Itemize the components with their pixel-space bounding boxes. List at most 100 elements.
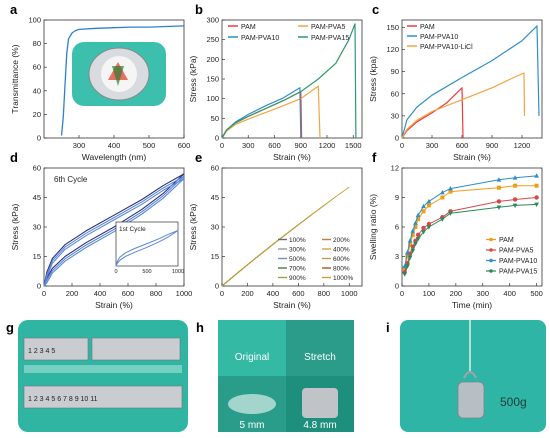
marker-triangle-down — [512, 203, 518, 208]
x-tick-label: 0 — [400, 289, 404, 298]
panel-label-b: b — [195, 2, 203, 17]
cycle-unloading-2 — [43, 178, 185, 287]
marker-circle — [512, 197, 518, 202]
x-tick-label: 600 — [292, 289, 305, 298]
ruler-top-left — [23, 337, 89, 361]
cycle-loading-2 — [43, 178, 185, 287]
legend-label: PAM — [499, 237, 514, 244]
x-tick-label: 600 — [122, 289, 135, 298]
y-tick-label: 30 — [33, 223, 41, 232]
label-500g: 500g — [500, 395, 527, 409]
legend-label: PAM-PVA5 — [499, 248, 533, 255]
y-axis-label: Swelling ratio (%) — [368, 194, 378, 260]
panel-label-c: c — [372, 2, 379, 17]
marker-square — [416, 217, 421, 222]
cycle-curve-7 — [221, 205, 325, 287]
panel-h: h Original Stretch 5 mm 4.8 mm — [196, 320, 354, 432]
marker-triangle-down — [404, 264, 410, 269]
x-axis-label: Strain (%) — [273, 300, 311, 310]
x-tick-label: 500 — [530, 289, 543, 298]
marker-triangle-down — [421, 230, 426, 235]
legend-label: 500% — [289, 256, 306, 263]
x-axis-label: Strain (%) — [95, 300, 133, 310]
legend-label: 100% — [289, 237, 306, 244]
photo-i — [400, 320, 546, 432]
x-tick-label: 400 — [267, 289, 280, 298]
y-tick-label: 30 — [211, 223, 219, 232]
label-original: Original — [235, 352, 269, 363]
x-tick-label: 500 — [143, 141, 156, 150]
y-tick-label: 90 — [391, 67, 399, 76]
x-tick-label: 1500 — [345, 141, 362, 150]
hook-icon — [463, 370, 477, 379]
x-tick-label: 200 — [66, 289, 79, 298]
hydrogel-strip — [24, 365, 182, 373]
marker-triangle-down — [415, 237, 421, 242]
panel-label-g: g — [6, 320, 14, 335]
marker-square — [448, 189, 453, 194]
x-tick-label: 300 — [477, 289, 490, 298]
y-tick-label: 100 — [28, 16, 41, 25]
ruler-top-numbers: 1 2 3 4 5 — [28, 348, 55, 355]
y-tick-label: 60 — [391, 89, 399, 98]
panel-i: i 500g — [386, 320, 546, 432]
panel-label-f: f — [372, 150, 377, 165]
inset-tick-label: 500 — [142, 269, 151, 275]
marker-square — [408, 242, 413, 247]
x-tick-label: 300 — [73, 141, 86, 150]
y-tick-label: 60 — [211, 164, 219, 173]
y-tick-label: 60 — [33, 164, 41, 173]
photo-h-tl — [218, 320, 286, 376]
y-tick-label: 45 — [33, 193, 41, 202]
ruler-top-right — [91, 337, 181, 361]
marker-triangle-down — [407, 255, 413, 261]
y-tick-label: 0 — [37, 282, 41, 291]
y-tick-label: 45 — [211, 193, 219, 202]
x-tick-label: 1200 — [319, 141, 336, 150]
legend-label: PAM-PVA10 — [499, 258, 537, 265]
marker-square — [405, 254, 410, 259]
cycle-curve-9 — [221, 186, 350, 287]
annotation-6th-cycle: 6th Cycle — [54, 175, 88, 184]
legend-label: PAM-PVA15 — [311, 35, 349, 42]
series-line-2 — [221, 87, 302, 139]
y-tick-label: 3 — [395, 252, 399, 261]
marker-triangle-down — [413, 241, 418, 247]
y-tick-label: 200 — [206, 55, 219, 64]
y-tick-label: 150 — [206, 75, 219, 84]
legend-label: 900% — [289, 275, 306, 282]
marker-circle — [496, 199, 502, 204]
legend-label: 400% — [333, 247, 350, 254]
inset-unloading — [115, 230, 179, 267]
panel-e: e 0 200 400 600 800 1000 0 15 30 45 60 Strain (%) St… — [188, 150, 363, 310]
legend-label: PAM-PVA10-LiCl — [420, 44, 473, 51]
inset-title: 1st Cycle — [119, 226, 146, 233]
y-tick-label: 0 — [395, 282, 399, 291]
y-tick-label: 15 — [211, 252, 219, 261]
label-stretch: Stretch — [304, 352, 336, 363]
x-tick-label: 0 — [42, 289, 46, 298]
y-tick-label: 40 — [33, 86, 41, 95]
x-tick-label: 300 — [426, 141, 439, 150]
plot-frame — [401, 19, 543, 139]
series-line-0 — [221, 90, 303, 139]
inset-loading — [115, 230, 179, 267]
photo-h-tr — [286, 320, 354, 376]
transmittance-line — [60, 25, 185, 136]
y-tick-label: 0 — [37, 134, 41, 143]
metal-weight-h — [302, 388, 338, 418]
y-tick-label: 250 — [206, 35, 219, 44]
panel-d: d 0 200 400 600 800 1000 0 15 30 45 60 Strain (%) St… — [10, 150, 192, 310]
y-axis-label: Stress (kPa) — [10, 203, 20, 250]
marker-triangle — [404, 249, 410, 255]
y-tick-label: 0 — [395, 134, 399, 143]
y-tick-label: 300 — [206, 16, 219, 25]
marker-triangle — [512, 175, 518, 180]
y-axis-label: Stress (kPa) — [188, 203, 198, 250]
y-axis-label: Stress (kpa) — [368, 56, 378, 102]
marker-triangle-down — [439, 217, 445, 222]
legend-label: PAM-PVA5 — [311, 24, 345, 31]
x-tick-label: 400 — [94, 289, 107, 298]
legend-marker — [489, 237, 493, 242]
marker-square — [402, 266, 407, 271]
